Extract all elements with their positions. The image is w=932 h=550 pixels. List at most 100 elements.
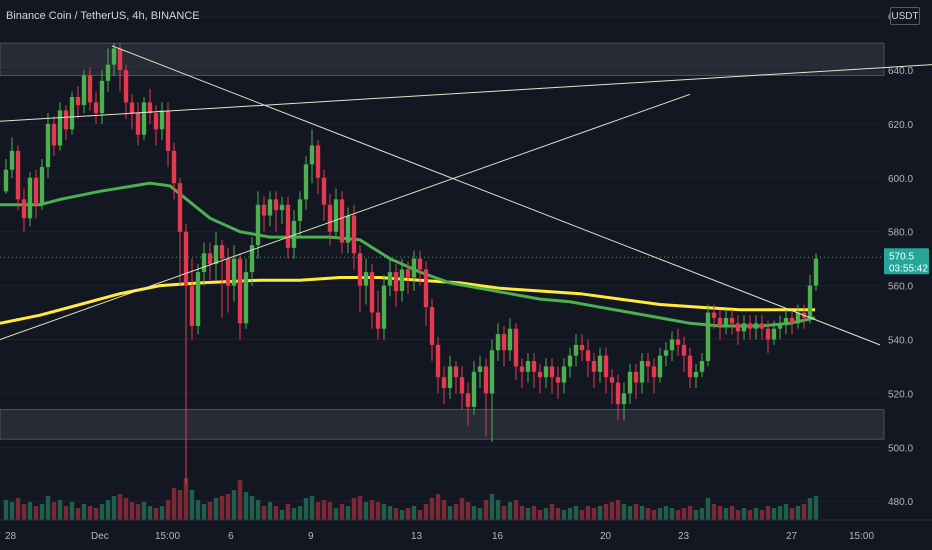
candle-body (663, 350, 669, 356)
candle (741, 315, 747, 340)
candle-body (597, 355, 603, 372)
candle (135, 102, 141, 146)
candle (297, 191, 303, 238)
candle-body (453, 366, 459, 378)
candle (711, 304, 717, 329)
trendlines[interactable] (0, 45, 932, 346)
volume-bar (111, 496, 117, 520)
volume-bar (807, 498, 813, 520)
candle-body (579, 344, 585, 351)
candle-body (441, 377, 447, 388)
price-tick-label: 520.0 (888, 389, 913, 400)
time-tick-label: Dec (91, 531, 109, 542)
candle-body (207, 253, 213, 265)
candle (531, 352, 537, 388)
candle (735, 315, 741, 345)
candle-body (483, 366, 489, 394)
candle (123, 64, 129, 119)
candle-body (525, 361, 531, 372)
candle-body (807, 285, 813, 318)
candle (321, 169, 327, 221)
volume-bar (789, 508, 795, 520)
volume-bar (141, 502, 147, 520)
candle (201, 242, 207, 286)
volume-bar (777, 506, 783, 520)
volume-bar (765, 506, 771, 520)
volume-bar (585, 506, 591, 520)
candle-body (789, 317, 795, 324)
candle-body (417, 258, 423, 270)
candle-body (543, 366, 549, 378)
volume-bar (435, 494, 441, 520)
candle (555, 366, 561, 399)
candle (783, 309, 789, 335)
candle (621, 382, 627, 421)
candle (675, 328, 681, 356)
candle (357, 245, 363, 313)
trendline-3[interactable] (111, 45, 881, 346)
candle (459, 366, 465, 410)
candle-body (111, 48, 117, 65)
candle-body (747, 323, 753, 329)
volume-bar (537, 510, 543, 520)
volume-bar (759, 510, 765, 520)
candle (339, 191, 345, 254)
candle-body (309, 145, 315, 165)
candle-body (15, 150, 21, 200)
time-tick-label: 15:00 (849, 531, 874, 542)
currency-button[interactable]: USDT (890, 7, 920, 25)
volume-bar (717, 506, 723, 520)
volume-bar (15, 498, 21, 520)
volume-bar (87, 506, 93, 520)
candle (87, 67, 93, 111)
candle (81, 70, 87, 114)
price-tick-label: 480.0 (888, 497, 913, 508)
candle-body (759, 323, 765, 329)
candle-body (621, 393, 627, 405)
candle-body (459, 377, 465, 394)
volume-bar (453, 504, 459, 520)
volume-bar (507, 502, 513, 520)
volume-bar (441, 500, 447, 520)
time-axis[interactable]: 28 Dec 15:00 6 9 13 16 20 23 27 15:00 (0, 519, 932, 542)
trendline-2[interactable] (0, 93, 691, 340)
volume-bar (627, 506, 633, 520)
candle-body (693, 371, 699, 378)
candle-body (639, 361, 645, 383)
candle (129, 94, 135, 130)
candle-body (135, 113, 141, 135)
candle (141, 96, 147, 141)
candle (471, 361, 477, 415)
volume-bar (63, 506, 69, 520)
candle (483, 358, 489, 437)
candle-body (117, 48, 123, 71)
volume-bar (267, 502, 273, 520)
candle (549, 358, 555, 394)
price-tick-label: 540.0 (888, 335, 913, 346)
candle-body (645, 361, 651, 367)
volume-bar (357, 496, 363, 520)
volume-bar (699, 508, 705, 520)
volume-bar (795, 506, 801, 520)
candle-body (189, 285, 195, 327)
volume-bar (621, 504, 627, 520)
candle-body (177, 183, 183, 232)
candle (585, 339, 591, 378)
candle (369, 264, 375, 329)
time-tick-label: 23 (678, 531, 690, 542)
candle-body (519, 366, 525, 372)
candle-body (357, 253, 363, 286)
candle-body (411, 258, 417, 278)
candle-body (717, 317, 723, 327)
candle-body (285, 204, 291, 248)
trendline-1[interactable] (0, 64, 932, 122)
candle (489, 339, 495, 442)
volume-bar (519, 506, 525, 520)
candle-body (69, 96, 75, 130)
volume-bar (429, 498, 435, 520)
candle-body (555, 377, 561, 383)
volume-bar (681, 508, 687, 520)
price-tick-label: 640.0 (888, 66, 913, 77)
volume-bar (201, 504, 207, 520)
